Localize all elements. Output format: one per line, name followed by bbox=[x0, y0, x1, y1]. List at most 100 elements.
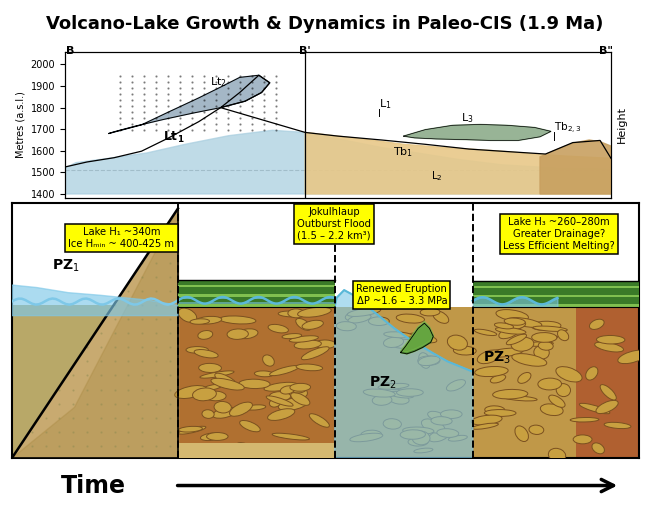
Bar bbox=[473, 304, 639, 306]
Ellipse shape bbox=[268, 324, 289, 333]
Ellipse shape bbox=[504, 318, 525, 325]
Ellipse shape bbox=[495, 328, 526, 334]
Ellipse shape bbox=[190, 319, 209, 324]
Ellipse shape bbox=[179, 426, 206, 434]
Ellipse shape bbox=[245, 405, 266, 410]
Ellipse shape bbox=[540, 404, 563, 416]
Ellipse shape bbox=[495, 323, 514, 329]
Ellipse shape bbox=[592, 443, 604, 454]
Ellipse shape bbox=[350, 433, 383, 442]
Polygon shape bbox=[12, 209, 178, 458]
Text: $\mathbf{Lt_1}$: $\mathbf{Lt_1}$ bbox=[163, 130, 185, 145]
Ellipse shape bbox=[272, 433, 309, 440]
Ellipse shape bbox=[421, 419, 445, 433]
Ellipse shape bbox=[363, 389, 395, 397]
Bar bbox=[178, 443, 335, 458]
Text: Volcano-Lake Growth & Dynamics in Paleo-CIS (1.9 Ma): Volcano-Lake Growth & Dynamics in Paleo-… bbox=[46, 15, 604, 33]
Ellipse shape bbox=[419, 353, 430, 368]
Ellipse shape bbox=[485, 348, 523, 357]
Ellipse shape bbox=[556, 367, 582, 382]
Ellipse shape bbox=[204, 391, 226, 401]
Ellipse shape bbox=[263, 355, 274, 366]
Ellipse shape bbox=[237, 329, 258, 339]
Ellipse shape bbox=[428, 431, 449, 442]
Ellipse shape bbox=[485, 406, 505, 414]
Bar bbox=[473, 290, 639, 293]
Ellipse shape bbox=[266, 396, 293, 406]
Bar bbox=[178, 294, 335, 297]
Text: L$_1$: L$_1$ bbox=[379, 98, 391, 111]
Ellipse shape bbox=[199, 364, 222, 372]
Ellipse shape bbox=[538, 378, 562, 390]
Ellipse shape bbox=[496, 310, 528, 321]
Ellipse shape bbox=[596, 400, 618, 414]
Ellipse shape bbox=[534, 346, 549, 359]
Ellipse shape bbox=[235, 443, 253, 455]
Ellipse shape bbox=[240, 420, 260, 432]
Ellipse shape bbox=[502, 396, 537, 401]
Ellipse shape bbox=[384, 337, 404, 348]
Ellipse shape bbox=[515, 426, 528, 441]
Ellipse shape bbox=[418, 356, 440, 365]
Ellipse shape bbox=[505, 320, 526, 329]
Ellipse shape bbox=[278, 311, 305, 317]
Polygon shape bbox=[404, 125, 551, 141]
Bar bbox=[473, 295, 639, 297]
Ellipse shape bbox=[198, 450, 228, 460]
Ellipse shape bbox=[447, 335, 467, 350]
Ellipse shape bbox=[175, 386, 207, 399]
Bar bbox=[178, 306, 335, 458]
Ellipse shape bbox=[200, 371, 234, 378]
Bar bbox=[473, 306, 577, 458]
Ellipse shape bbox=[472, 423, 499, 430]
Ellipse shape bbox=[573, 435, 592, 444]
Ellipse shape bbox=[518, 372, 531, 383]
Polygon shape bbox=[109, 75, 270, 133]
Ellipse shape bbox=[291, 392, 310, 405]
Ellipse shape bbox=[307, 446, 328, 458]
Polygon shape bbox=[540, 140, 611, 194]
Ellipse shape bbox=[529, 425, 544, 435]
Ellipse shape bbox=[538, 341, 553, 350]
Ellipse shape bbox=[408, 438, 428, 446]
Text: Lt$_2$: Lt$_2$ bbox=[210, 75, 226, 89]
Ellipse shape bbox=[203, 384, 222, 390]
Bar bbox=[178, 280, 335, 282]
Ellipse shape bbox=[490, 375, 506, 383]
Ellipse shape bbox=[474, 329, 497, 336]
Text: Jokulhlaup
Outburst Flood
(1.5 – 2.2 km³): Jokulhlaup Outburst Flood (1.5 – 2.2 km³… bbox=[297, 207, 371, 241]
Polygon shape bbox=[12, 285, 178, 316]
Bar bbox=[577, 306, 639, 458]
Ellipse shape bbox=[595, 342, 623, 352]
Ellipse shape bbox=[345, 310, 371, 321]
Ellipse shape bbox=[214, 373, 237, 387]
Ellipse shape bbox=[302, 347, 329, 360]
Ellipse shape bbox=[389, 391, 413, 398]
Ellipse shape bbox=[453, 346, 476, 355]
Ellipse shape bbox=[192, 388, 216, 401]
Ellipse shape bbox=[448, 435, 467, 441]
Ellipse shape bbox=[309, 414, 330, 427]
Ellipse shape bbox=[549, 449, 566, 462]
Ellipse shape bbox=[288, 309, 305, 318]
Ellipse shape bbox=[477, 350, 500, 364]
Ellipse shape bbox=[361, 430, 382, 439]
Ellipse shape bbox=[293, 444, 316, 453]
Ellipse shape bbox=[296, 364, 322, 371]
Text: PZ$_3$: PZ$_3$ bbox=[484, 350, 511, 366]
Ellipse shape bbox=[531, 321, 561, 331]
Ellipse shape bbox=[270, 366, 299, 375]
Ellipse shape bbox=[378, 383, 409, 389]
Ellipse shape bbox=[296, 318, 311, 331]
Ellipse shape bbox=[336, 322, 356, 331]
Ellipse shape bbox=[200, 433, 222, 440]
Ellipse shape bbox=[506, 334, 526, 345]
Text: B": B" bbox=[599, 46, 612, 56]
Text: B: B bbox=[66, 46, 75, 56]
Ellipse shape bbox=[597, 335, 625, 344]
Polygon shape bbox=[400, 321, 433, 352]
Polygon shape bbox=[400, 322, 433, 353]
Ellipse shape bbox=[412, 431, 430, 445]
Ellipse shape bbox=[474, 367, 508, 376]
Ellipse shape bbox=[229, 402, 252, 416]
